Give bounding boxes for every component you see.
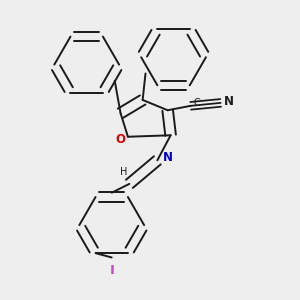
Text: I: I (109, 264, 114, 277)
Text: O: O (116, 133, 126, 146)
Text: C: C (194, 98, 200, 109)
Text: N: N (163, 152, 173, 164)
Text: H: H (120, 167, 128, 177)
Text: N: N (224, 95, 234, 108)
